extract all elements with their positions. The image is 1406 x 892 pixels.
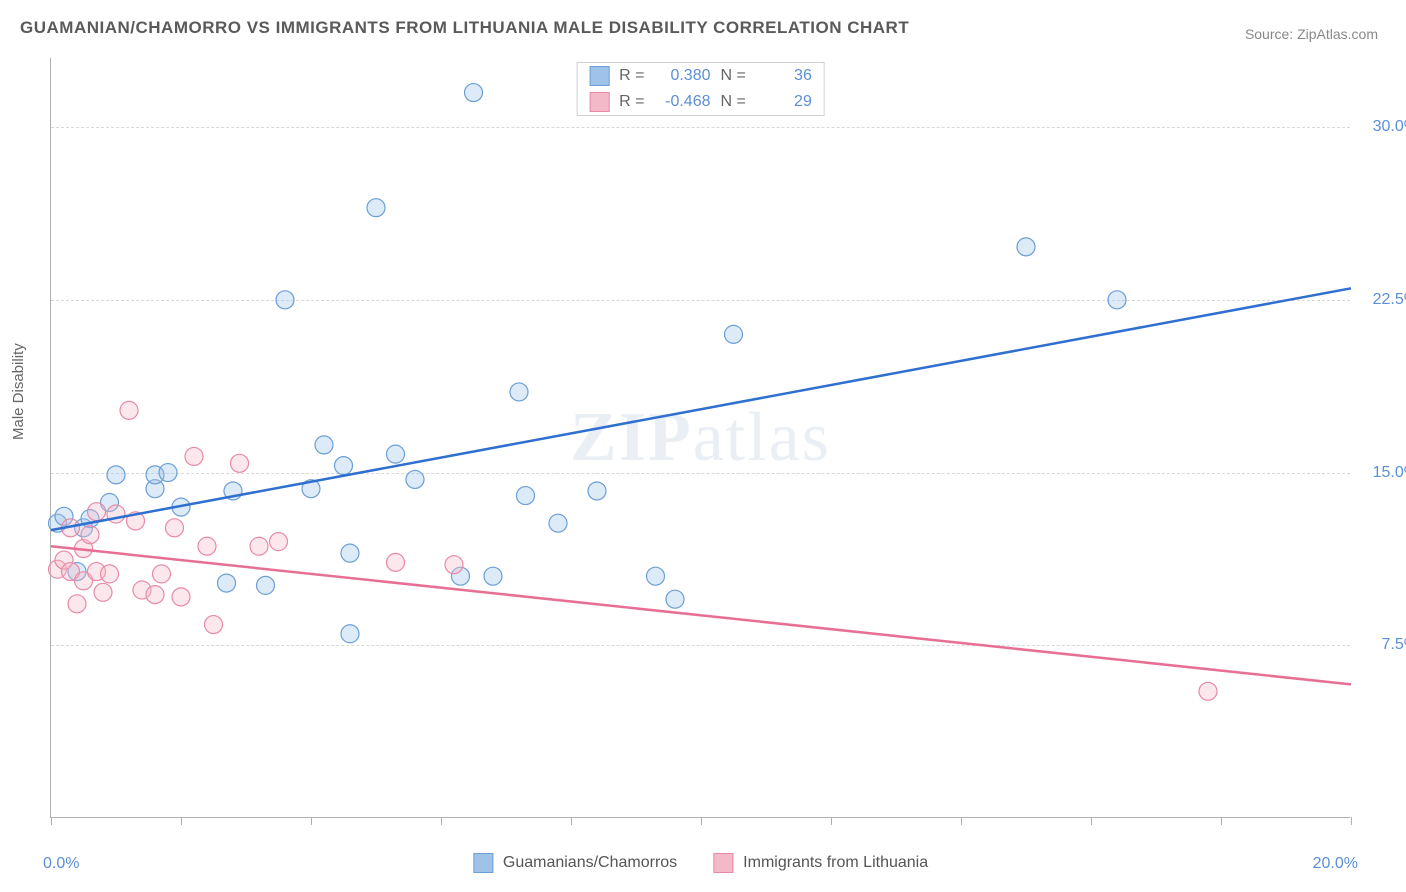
bottom-legend: Guamanians/Chamorros Immigrants from Lit… [473,853,928,873]
scatter-point [341,544,359,562]
swatch-series-0 [589,66,609,86]
scatter-point [107,466,125,484]
x-tick-label-min: 0.0% [43,855,79,873]
y-tick-label: 22.5% [1373,291,1406,309]
x-tick [181,817,182,825]
scatter-point [517,487,535,505]
scatter-point [94,583,112,601]
x-tick [1091,817,1092,825]
stats-legend: R = 0.380 N = 36 R = -0.468 N = 29 [576,62,825,116]
scatter-point [445,556,463,574]
scatter-point [725,325,743,343]
swatch-series-0 [473,853,493,873]
scatter-point [510,383,528,401]
n-value-0: 36 [756,67,812,85]
scatter-point [185,447,203,465]
r-label: R = [619,93,644,111]
scatter-point [588,482,606,500]
swatch-series-1 [713,853,733,873]
trend-line [51,288,1351,530]
scatter-point [406,470,424,488]
scatter-point [101,565,119,583]
n-label: N = [721,93,746,111]
x-tick [571,817,572,825]
legend-label-0: Guamanians/Chamorros [503,854,677,872]
r-value-1: -0.468 [655,93,711,111]
x-tick [961,817,962,825]
y-tick-label: 7.5% [1382,636,1406,654]
scatter-point [666,590,684,608]
y-tick-label: 15.0% [1373,464,1406,482]
scatter-point [315,436,333,454]
scatter-point [198,537,216,555]
x-tick [311,817,312,825]
scatter-point [549,514,567,532]
scatter-point [387,445,405,463]
n-label: N = [721,67,746,85]
x-tick [51,817,52,825]
scatter-point [270,533,288,551]
r-label: R = [619,67,644,85]
y-axis-label: Male Disability [10,343,27,440]
scatter-point [341,625,359,643]
legend-label-1: Immigrants from Lithuania [743,854,928,872]
scatter-point [166,519,184,537]
scatter-point [120,401,138,419]
x-tick [1221,817,1222,825]
scatter-point [257,576,275,594]
legend-item-1: Immigrants from Lithuania [713,853,928,873]
trend-line [51,546,1351,684]
y-tick-label: 30.0% [1373,118,1406,136]
x-tick [1351,817,1352,825]
n-value-1: 29 [756,93,812,111]
scatter-point [88,503,106,521]
scatter-point [465,84,483,102]
scatter-point [1017,238,1035,256]
chart-title: GUAMANIAN/CHAMORRO VS IMMIGRANTS FROM LI… [20,18,909,38]
scatter-point [1108,291,1126,309]
scatter-point [159,464,177,482]
r-value-0: 0.380 [655,67,711,85]
scatter-point [335,457,353,475]
swatch-series-1 [589,92,609,112]
x-tick [831,817,832,825]
x-tick-label-max: 20.0% [1313,855,1358,873]
scatter-point [172,588,190,606]
stats-row-series-0: R = 0.380 N = 36 [577,63,824,89]
plot-area: ZIPatlas 7.5%15.0%22.5%30.0% 0.0% 20.0% … [50,58,1350,818]
scatter-point [1199,682,1217,700]
scatter-point [387,553,405,571]
scatter-point [68,595,86,613]
scatter-point [153,565,171,583]
scatter-point [276,291,294,309]
scatter-point [81,526,99,544]
chart-svg [51,58,1350,817]
scatter-point [367,199,385,217]
x-tick [701,817,702,825]
scatter-point [146,586,164,604]
stats-row-series-1: R = -0.468 N = 29 [577,89,824,115]
scatter-point [218,574,236,592]
scatter-point [484,567,502,585]
legend-item-0: Guamanians/Chamorros [473,853,677,873]
x-tick [441,817,442,825]
scatter-point [647,567,665,585]
scatter-point [250,537,268,555]
source-label: Source: ZipAtlas.com [1245,26,1378,42]
scatter-point [205,616,223,634]
scatter-point [231,454,249,472]
